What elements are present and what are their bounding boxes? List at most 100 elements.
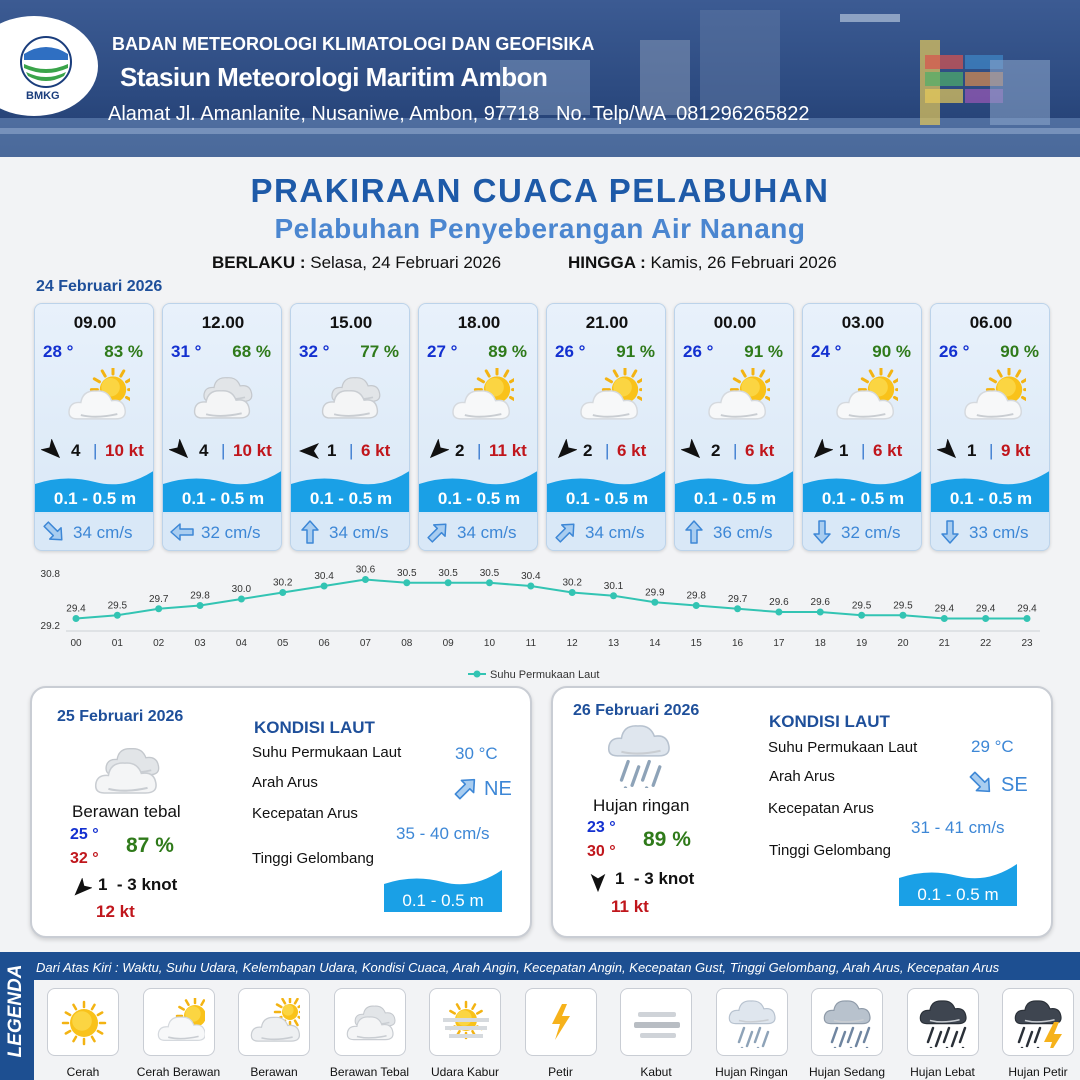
cerah-berawan-icon	[708, 366, 777, 420]
udara-kabur-icon	[443, 1000, 489, 1040]
card-separator: |	[349, 441, 354, 460]
data-label: 30.4	[314, 571, 334, 582]
data-label: 30.5	[480, 568, 500, 579]
day-wind-direction	[587, 872, 609, 894]
agency-name: BADAN METEOROLOGI KLIMATOLOGI DAN GEOFIS…	[112, 34, 595, 54]
card-weather	[444, 366, 521, 428]
current-direction-label: Arah Arus	[252, 774, 318, 791]
data-point	[692, 602, 700, 609]
y-tick-label: 29.2	[41, 621, 61, 632]
card-weather	[188, 368, 258, 428]
legend-item: Berawan	[238, 988, 310, 1079]
card-current-speed: 33 cm/s	[969, 523, 1029, 542]
card-gust: 6 kt	[617, 441, 647, 460]
day-gust: 12 kt	[96, 902, 135, 921]
card-gust: 9 kt	[1001, 441, 1031, 460]
legend-item: Kabut	[620, 988, 692, 1079]
current-direction-icon	[427, 523, 447, 543]
legend-item-label: Berawan	[250, 1065, 298, 1079]
data-point	[610, 592, 618, 600]
x-tick-label: 18	[815, 638, 827, 649]
wind-direction-icon	[557, 438, 578, 459]
card-wave-height: 0.1 - 0.5 m	[949, 489, 1033, 508]
sst-chart: 30.8 29.2 29.4 00 29.5 01 29.7 02 29.8 03 30.0 04 30…	[41, 565, 1040, 681]
header-banner: BMKG BADAN METEOROLOGI KLIMATOLOGI DAN G…	[0, 0, 1080, 157]
legend-item-label: Kabut	[640, 1065, 672, 1079]
sst-value: 30 °C	[455, 744, 498, 763]
card-wave-shape	[675, 462, 793, 512]
data-label: 30.1	[604, 581, 624, 592]
card-humidity: 83 %	[104, 342, 143, 361]
current-direction-value: SE	[1001, 774, 1028, 796]
cerah-berawan-icon	[157, 998, 205, 1042]
card-gust: 6 kt	[361, 441, 391, 460]
card-wave-height: 0.1 - 0.5 m	[181, 489, 265, 508]
logo-text: BMKG	[26, 90, 60, 102]
card-separator: |	[605, 441, 610, 460]
data-label: 29.7	[149, 594, 169, 605]
wind-direction-icon	[168, 438, 189, 459]
card-time: 09.00	[73, 313, 117, 332]
x-tick-label: 07	[360, 638, 372, 649]
wave-icon	[675, 471, 793, 512]
legend-items: Cerah Cerah Berawan Berawan Berawan Teba…	[34, 980, 1080, 1080]
card-wind-speed: 1	[327, 441, 337, 460]
card-current-direction	[169, 519, 195, 545]
data-label: 30.6	[356, 565, 376, 576]
legend-item-label: Hujan Sedang	[808, 1065, 886, 1079]
card-separator: |	[93, 441, 98, 460]
wind-direction-icon	[813, 438, 834, 459]
card-current-speed: 34 cm/s	[329, 523, 389, 542]
current-direction-icon	[685, 520, 703, 544]
data-point	[651, 598, 659, 606]
wind-direction-icon	[936, 438, 957, 459]
card-wind-direction	[168, 438, 193, 463]
day-temp-max: 32 °	[70, 850, 99, 867]
data-label: 30.4	[521, 571, 541, 582]
legend-icon-box	[906, 988, 979, 1056]
data-label: 29.6	[769, 597, 789, 608]
current-direction-icon	[555, 523, 575, 543]
sst-value: 29 °C	[971, 737, 1014, 756]
data-point	[940, 615, 948, 622]
data-point	[1023, 615, 1031, 622]
day-gust: 11 kt	[611, 897, 649, 916]
card-wind-direction	[936, 438, 961, 463]
card-wind-speed: 4	[199, 441, 209, 460]
card-humidity: 91 %	[744, 342, 783, 361]
day-temp-min: 23 °	[587, 819, 616, 836]
data-point	[734, 605, 742, 613]
hourly-card: 21.00 26 ° 91 % 2 | 6 kt 0.1 - 0.5 m 34 …	[546, 303, 666, 551]
data-label: 30.5	[397, 568, 417, 579]
data-point	[155, 605, 163, 613]
legend-icon-box	[620, 988, 692, 1056]
legend-icon-box	[238, 988, 310, 1056]
legend-item: Hujan Ringan	[715, 988, 788, 1079]
x-tick-label: 19	[856, 638, 868, 649]
legend-icon-box	[1002, 988, 1074, 1056]
current-speed-label: Kecepatan Arus	[252, 805, 358, 822]
card-wind-speed: 4	[71, 441, 81, 460]
series-line	[75, 578, 1027, 620]
card-wind-speed: 2	[583, 441, 593, 460]
legend-icon-box	[142, 988, 215, 1056]
data-label: 29.4	[976, 604, 996, 615]
data-label: 29.5	[108, 600, 128, 611]
y-tick-label: 30.8	[41, 569, 61, 580]
card-wave-shape	[291, 462, 409, 512]
berawan-tebal-icon	[346, 1005, 395, 1041]
card-gust: 6 kt	[745, 441, 775, 460]
data-label: 29.8	[686, 591, 706, 602]
day-temp-min: 25 °	[70, 826, 99, 843]
legend-item: Berawan Tebal	[330, 988, 409, 1079]
legend-label: Suhu Permukaan Laut	[490, 669, 599, 681]
day-wave-shape	[899, 856, 1017, 906]
x-tick-label: 20	[897, 638, 909, 649]
hourly-card: 06.00 26 ° 90 % 1 | 9 kt 0.1 - 0.5 m 33 …	[930, 303, 1050, 551]
card-separator: |	[733, 441, 738, 460]
x-tick-label: 09	[443, 638, 455, 649]
legend-item-label: Hujan Lebat	[910, 1065, 975, 1079]
card-time: 00.00	[713, 313, 757, 332]
card-humidity: 77 %	[360, 342, 399, 361]
hourly-card: 09.00 28 ° 83 % 4 | 10 kt 0.1 - 0.5 m 34…	[34, 303, 154, 551]
